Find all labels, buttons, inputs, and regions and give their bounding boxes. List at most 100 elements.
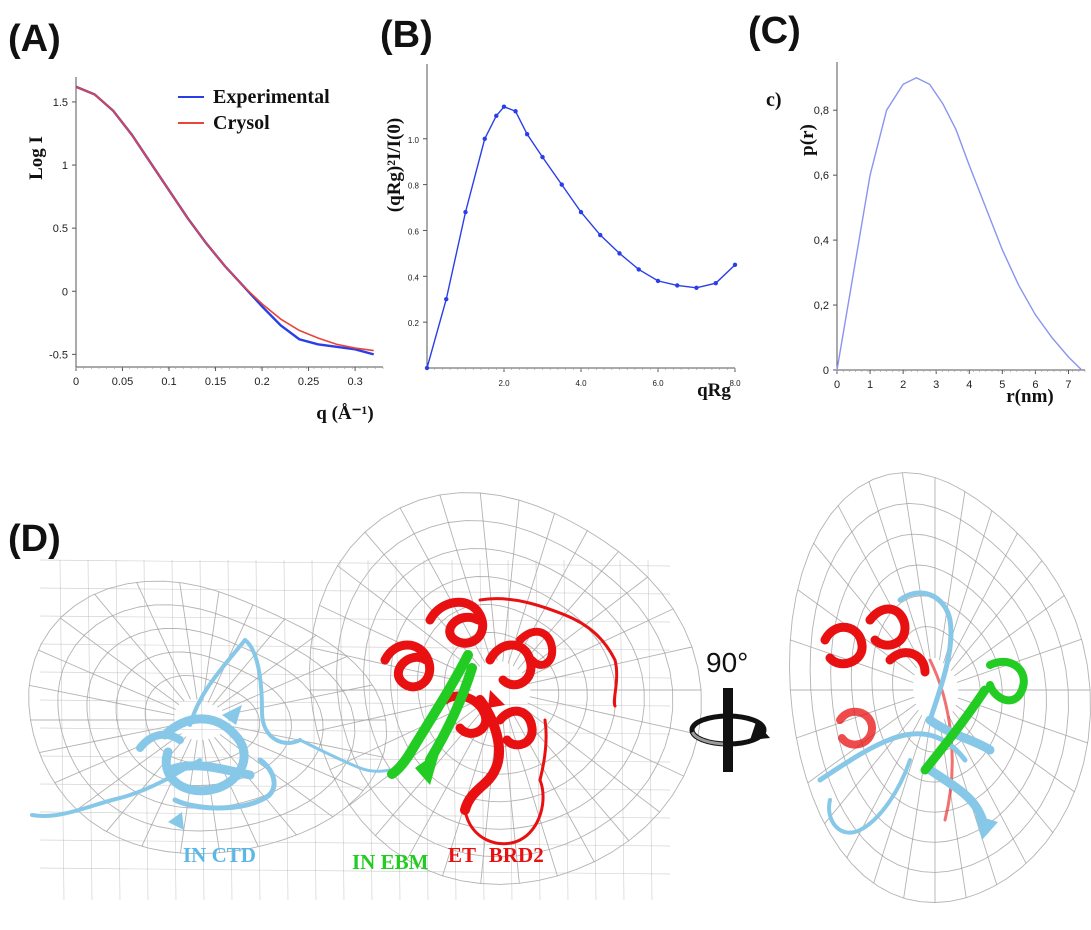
- data-point: [636, 267, 641, 272]
- chart-a: 0 0.05 0.1 0.15 0.2 0.25 0.3 1.5 1 0.5 0 -0.5 q (Å⁻¹…: [26, 77, 384, 424]
- y-axis-label: (qRg)²I/I(0): [384, 118, 405, 212]
- x-tick-label: 0.15: [205, 376, 226, 388]
- mesh-spoke: [179, 739, 198, 854]
- mesh-spoke: [807, 703, 917, 784]
- mesh-spoke: [221, 655, 348, 711]
- mesh-spoke: [943, 719, 998, 885]
- mesh-spoke: [214, 737, 297, 836]
- mesh-spoke: [837, 505, 921, 663]
- mesh-spoke: [141, 738, 192, 847]
- mesh-grid-vertical: [87, 559, 93, 901]
- mesh-spoke: [212, 618, 285, 706]
- mesh-spoke: [225, 684, 373, 716]
- mesh-ring: [115, 651, 292, 786]
- x-axis-label: qRg: [697, 380, 731, 401]
- mesh-spoke: [939, 721, 967, 898]
- mesh-grid-vertical: [647, 559, 653, 901]
- data-point: [444, 297, 449, 302]
- data-point: [598, 232, 603, 238]
- rotation-label: 90°: [706, 647, 749, 678]
- mesh-spoke: [136, 582, 191, 700]
- x-tick-label: 0.1: [161, 376, 176, 388]
- x-tick-label: 4.0: [575, 379, 587, 388]
- panel-label-a: (A): [8, 18, 61, 60]
- mesh-spoke: [528, 646, 693, 685]
- data-point: [732, 262, 738, 268]
- x-tick-label: 0.3: [347, 376, 362, 388]
- mesh-spoke: [518, 712, 630, 841]
- mesh-ring: [789, 472, 1091, 903]
- mesh-spoke: [207, 604, 254, 703]
- mesh-spoke: [957, 697, 1088, 744]
- et-brd2-ribbon: [380, 597, 619, 846]
- panel-label-c: (C): [748, 10, 801, 52]
- side-view-brd2-ribbon: [820, 604, 954, 822]
- series-data: [836, 76, 1083, 371]
- chart-b: 2.0 4.0 6.0 8.0 0.2 0.4 0.6 0.8 1.0 qRg (qRg)²I/I(…: [384, 64, 741, 401]
- in-ctd-ribbon: [30, 638, 392, 830]
- mesh-grid-vertical: [339, 559, 345, 901]
- mesh-ring: [336, 520, 674, 858]
- mesh-spoke: [29, 684, 175, 716]
- x-axis-label: q (Å⁻¹): [316, 403, 373, 424]
- mesh-spoke: [364, 531, 481, 667]
- data-point: [694, 285, 699, 290]
- mesh-spoke: [955, 704, 1075, 793]
- mesh-spoke: [529, 696, 699, 735]
- mesh-grid-vertical: [367, 559, 373, 901]
- mesh-spoke: [824, 709, 919, 824]
- y-tick-label: 0,2: [814, 300, 829, 312]
- y-axis-label: p(r): [797, 124, 818, 156]
- mesh-ring: [892, 626, 981, 753]
- mesh-spoke: [76, 733, 182, 811]
- mesh-spoke: [202, 591, 220, 701]
- mesh-spoke: [316, 695, 473, 732]
- data-point: [513, 109, 518, 114]
- mesh-spoke: [479, 492, 498, 661]
- mesh-grid-vertical: [591, 559, 597, 901]
- x-tick-label: 5: [999, 379, 1005, 391]
- mesh-spoke: [38, 649, 176, 710]
- mesh-grid-horizontal: [39, 839, 671, 847]
- mesh-spoke: [797, 589, 915, 676]
- y-tick-label: 0.4: [408, 273, 420, 282]
- data-point: [578, 209, 584, 215]
- mesh-spoke: [219, 734, 334, 818]
- y-tick-label: 0: [823, 365, 829, 377]
- mesh-spoke: [439, 494, 492, 661]
- charts-area: 0 0.05 0.1 0.15 0.2 0.25 0.31.510.50-0.5q (Å⁻¹…: [26, 62, 1086, 424]
- mesh-grid-horizontal: [39, 811, 671, 819]
- mesh-spoke: [319, 604, 474, 678]
- mesh-grid-vertical: [395, 559, 401, 901]
- mesh-spoke: [948, 715, 1027, 864]
- mesh-grid-horizontal: [39, 671, 671, 679]
- x-tick-label: 0.05: [112, 376, 133, 388]
- mesh-spoke: [202, 739, 221, 853]
- mesh-grid-vertical: [171, 559, 177, 901]
- y-axis-label: Log I: [26, 136, 47, 180]
- mesh-grid-horizontal: [39, 643, 671, 651]
- mesh-ring: [850, 564, 1025, 813]
- panel-label-d: (D): [8, 518, 61, 560]
- x-tick-label: 1: [867, 379, 873, 391]
- x-tick-label: 0: [73, 376, 79, 388]
- panel-c-sublabel: c): [766, 89, 782, 111]
- mesh-grid-horizontal: [39, 587, 671, 595]
- y-tick-label: 0,4: [814, 235, 829, 247]
- panel-label-b: (B): [380, 14, 433, 56]
- data-point: [655, 278, 661, 284]
- x-tick-label: 0.2: [254, 376, 269, 388]
- mesh-ring: [309, 492, 702, 885]
- mesh-spoke: [227, 725, 383, 758]
- mesh-spoke: [868, 481, 926, 659]
- y-tick-label: 1.5: [53, 97, 68, 109]
- mesh-grid-vertical: [423, 559, 429, 901]
- data-point: [424, 365, 430, 371]
- mesh-spoke: [813, 542, 918, 669]
- mesh-spoke: [179, 582, 198, 700]
- mesh-grid-vertical: [311, 559, 317, 901]
- x-tick-label: 7: [1065, 379, 1071, 391]
- mesh-grid-horizontal: [39, 783, 671, 791]
- x-tick-label: 2: [900, 379, 906, 391]
- y-tick-label: 0.5: [53, 223, 68, 235]
